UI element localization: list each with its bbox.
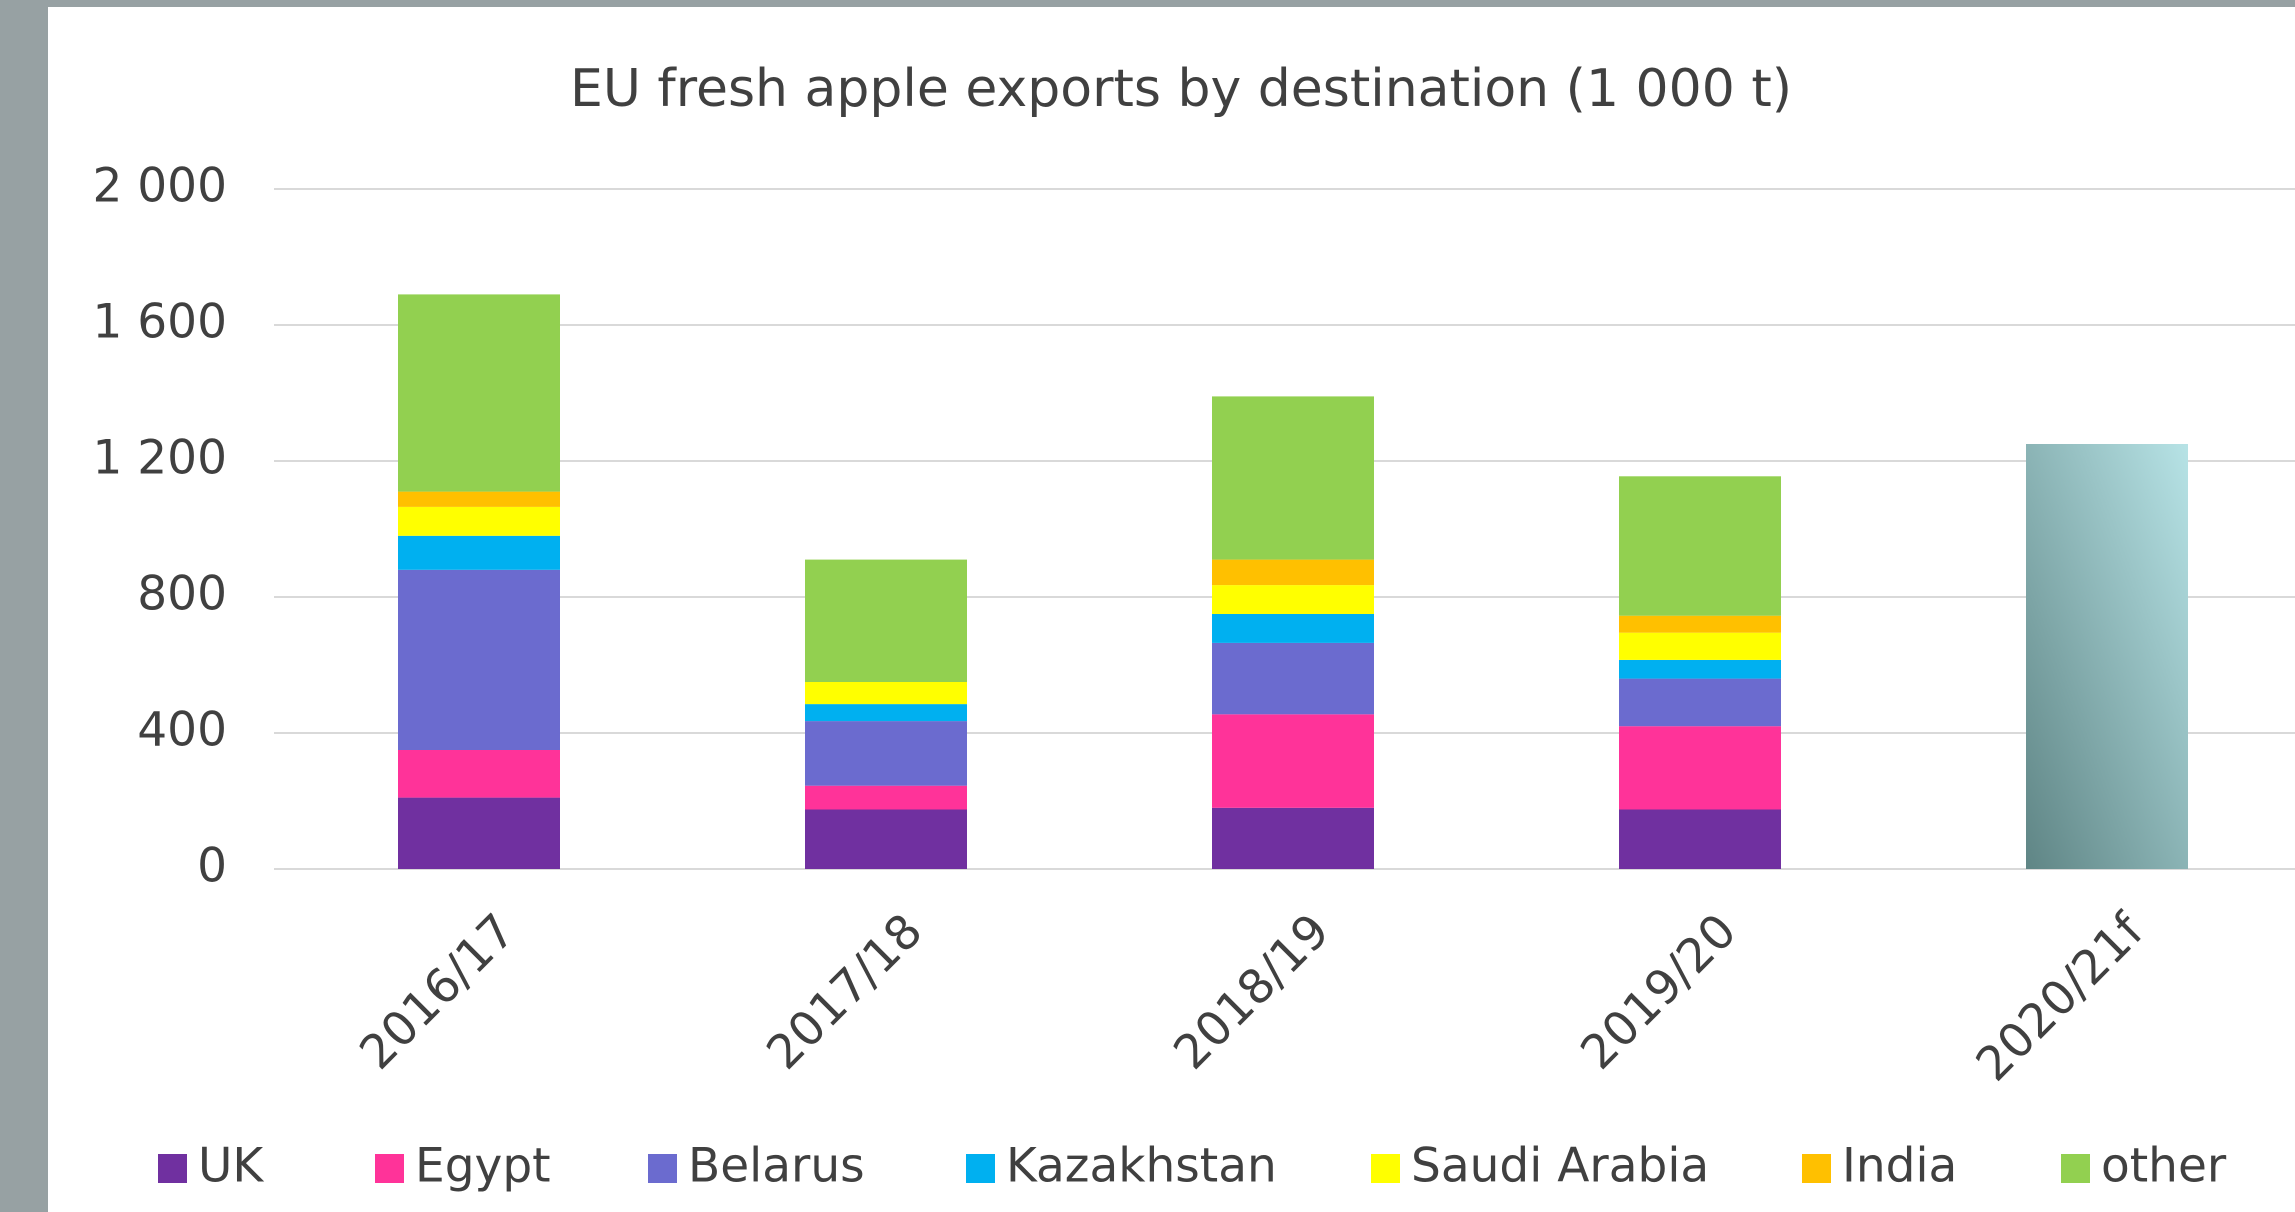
bar-segment (805, 704, 967, 722)
legend-swatch (648, 1154, 677, 1183)
forecast-bar (2026, 444, 2188, 869)
bar-segment (805, 809, 967, 869)
bar-segment (1212, 559, 1374, 586)
bar-segment (1619, 809, 1781, 869)
y-tick-label: 400 (137, 703, 227, 758)
bar-segment (398, 750, 560, 798)
bar-segment (805, 682, 967, 705)
legend-swatch (966, 1154, 995, 1183)
legend-label: UK (198, 1139, 264, 1194)
legend-label: Kazakhstan (1006, 1139, 1277, 1194)
bar-segment (1619, 659, 1781, 679)
legend-swatch (1802, 1154, 1831, 1183)
bar-segment (398, 535, 560, 570)
bar-segment (1212, 642, 1374, 715)
bar-segment (1619, 615, 1781, 633)
y-tick-label: 800 (137, 567, 227, 622)
y-tick-label: 2 000 (92, 159, 227, 214)
bar-segment (805, 721, 967, 786)
y-tick-label: 0 (197, 839, 227, 894)
bar-segment (398, 506, 560, 536)
legend-label: Belarus (688, 1139, 865, 1194)
legend-label: Saudi Arabia (1411, 1139, 1709, 1194)
chart-title: EU fresh apple exports by destination (1… (570, 59, 1792, 119)
y-tick-label: 1 200 (92, 431, 227, 486)
bar-segment (398, 491, 560, 507)
y-tick-label: 1 600 (92, 295, 227, 350)
legend-swatch (375, 1154, 404, 1183)
bar-segment (805, 785, 967, 810)
bar-segment (398, 797, 560, 869)
bar-segment (398, 294, 560, 492)
bar-segment (1619, 476, 1781, 616)
bar-segment (1212, 614, 1374, 643)
legend-label: other (2101, 1139, 2227, 1194)
bar-segment (1212, 396, 1374, 560)
legend-label: Egypt (415, 1139, 551, 1194)
bar-segment (805, 559, 967, 682)
bar-segment (398, 569, 560, 750)
legend-swatch (2061, 1154, 2090, 1183)
bar-segment (1619, 726, 1781, 810)
bar-segment (1212, 714, 1374, 808)
bar-segment (1212, 807, 1374, 869)
legend-swatch (1371, 1154, 1400, 1183)
legend-swatch (158, 1154, 187, 1183)
bar-segment (1619, 632, 1781, 660)
bar-segment (1619, 678, 1781, 727)
bar-segment (1212, 585, 1374, 614)
legend-label: India (1842, 1139, 1957, 1194)
